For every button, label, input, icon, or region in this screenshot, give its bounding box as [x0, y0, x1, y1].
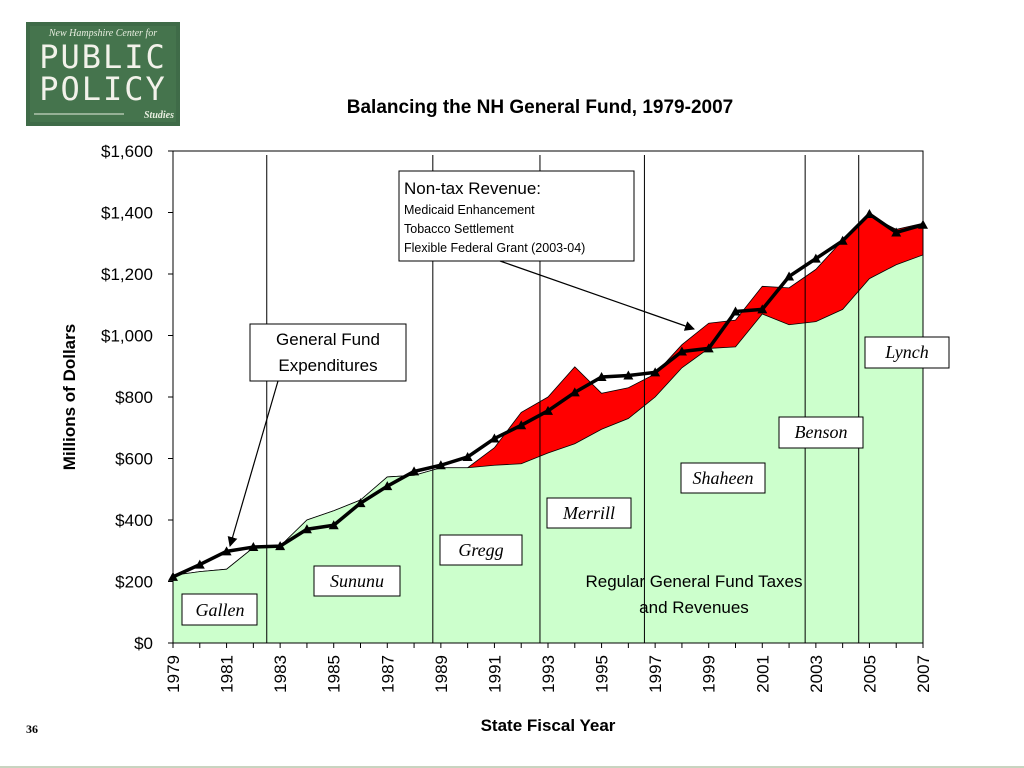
expenditure-point: [891, 227, 902, 237]
expenditure-point: [596, 372, 607, 382]
expenditure-point: [730, 306, 741, 316]
expenditure-point: [462, 451, 473, 461]
svg-text:Shaheen: Shaheen: [693, 468, 754, 488]
governor-label-merrill: Merrill: [546, 497, 632, 529]
x-tick-label: 1983: [271, 655, 290, 693]
expenditure-point: [168, 571, 178, 581]
footer-rule: [0, 766, 1024, 768]
general-fund-arrow: [227, 380, 279, 547]
page-number: 36: [26, 722, 38, 736]
x-tick-label: 1987: [378, 655, 397, 693]
x-tick-label: 1997: [646, 655, 665, 693]
governor-label-shaheen: Shaheen: [680, 462, 766, 494]
expenditure-point: [355, 498, 366, 508]
y-tick-label: $0: [134, 634, 153, 653]
x-tick-label: 1999: [700, 655, 719, 693]
expenditure-point: [676, 346, 687, 356]
expenditure-point: [918, 219, 928, 229]
expenditure-point: [301, 524, 312, 534]
x-tick-label: 2003: [807, 655, 826, 693]
expenditure-point: [757, 304, 768, 314]
expenditure-point: [248, 542, 259, 552]
x-tick-label: 2007: [914, 655, 933, 693]
nontax-item-medicaid: Medicaid Enhancement: [404, 203, 535, 217]
svg-text:Gregg: Gregg: [458, 540, 503, 560]
expenditure-point: [837, 235, 848, 245]
y-tick-label: $600: [115, 450, 153, 469]
x-tick-label: 1993: [539, 655, 558, 693]
nontax-item-federal-grant: Flexible Federal Grant (2003-04): [404, 241, 585, 255]
expenditure-point: [194, 559, 205, 569]
x-tick-label: 1985: [325, 655, 344, 693]
nontax-title: Non-tax Revenue:: [404, 179, 541, 198]
x-tick-label: 1995: [593, 655, 612, 693]
y-axis-label: Millions of Dollars: [60, 324, 79, 470]
svg-text:Benson: Benson: [795, 422, 848, 442]
x-tick-label: 1981: [218, 655, 237, 693]
logo-line3: POLICY: [39, 70, 167, 108]
general-fund-label: General Fund: [276, 330, 380, 349]
svg-text:Merrill: Merrill: [562, 503, 615, 523]
y-tick-label: $1,400: [101, 204, 153, 223]
public-policy-studies-logo: New Hampshire Center for PUBLIC POLICY S…: [26, 22, 180, 126]
nontax-arrow: [499, 260, 695, 331]
governor-label-gregg: Gregg: [439, 534, 523, 566]
logo-line4: Studies: [144, 110, 174, 121]
expenditure-point: [409, 466, 420, 476]
x-tick-label: 2005: [860, 655, 879, 693]
expenditure-point: [864, 209, 875, 219]
general-fund-callout: General Fund Expenditures: [227, 323, 407, 547]
expenditure-point: [328, 520, 339, 530]
expenditure-point: [810, 253, 821, 263]
y-tick-label: $1,600: [101, 142, 153, 161]
governor-label-sununu: Sununu: [313, 565, 401, 597]
chart-title: Balancing the NH General Fund, 1979-2007: [347, 97, 733, 118]
governor-label-benson: Benson: [778, 416, 864, 449]
expenditure-point: [221, 546, 232, 556]
expenditure-point: [543, 405, 553, 415]
expenditure-point: [516, 420, 527, 430]
taxes-label-line1: Regular General Fund Taxes: [585, 572, 802, 591]
x-tick-label: 1989: [432, 655, 451, 693]
svg-text:Lynch: Lynch: [884, 342, 928, 362]
svg-text:Sununu: Sununu: [330, 571, 384, 591]
expenditures-label: Expenditures: [278, 356, 377, 375]
expenditure-point: [784, 271, 795, 281]
governor-label-gallen: Gallen: [181, 593, 258, 626]
expenditure-point: [650, 367, 661, 377]
y-tick-label: $1,000: [101, 327, 153, 346]
governor-label-lynch: Lynch: [864, 336, 950, 369]
x-axis-label: State Fiscal Year: [481, 716, 616, 735]
expenditure-point: [623, 370, 634, 380]
expenditure-point: [703, 343, 714, 353]
expenditure-point: [489, 433, 500, 443]
x-tick-label: 1979: [164, 655, 183, 693]
svg-text:Gallen: Gallen: [196, 600, 245, 620]
x-tick-label: 1991: [485, 655, 504, 693]
expenditure-point: [569, 387, 580, 397]
x-tick-label: 2001: [753, 655, 772, 693]
logo-line2: PUBLIC: [39, 38, 167, 76]
expenditure-series: [168, 209, 928, 581]
taxes-label-line2: and Revenues: [639, 598, 749, 617]
x-axis: 1979 1981 1983 1985 1987 1989 1991 1993 1995 1997…: [164, 643, 933, 693]
nontax-callout: Non-tax Revenue: Medicaid Enhancement To…: [398, 170, 695, 331]
y-tick-label: $400: [115, 511, 153, 530]
y-tick-label: $1,200: [101, 265, 153, 284]
expenditure-point: [275, 541, 286, 551]
y-tick-label: $800: [115, 388, 153, 407]
plot-areas: [172, 215, 924, 644]
y-tick-label: $200: [115, 573, 153, 592]
y-axis: $0 $200 $400 $600 $800 $1,000 $1,200 $1,400 $1,6…: [101, 142, 173, 653]
nontax-item-tobacco: Tobacco Settlement: [404, 222, 514, 236]
expenditure-point: [435, 460, 446, 470]
logo-line1: New Hampshire Center for: [48, 28, 157, 39]
expenditure-point: [382, 481, 393, 491]
